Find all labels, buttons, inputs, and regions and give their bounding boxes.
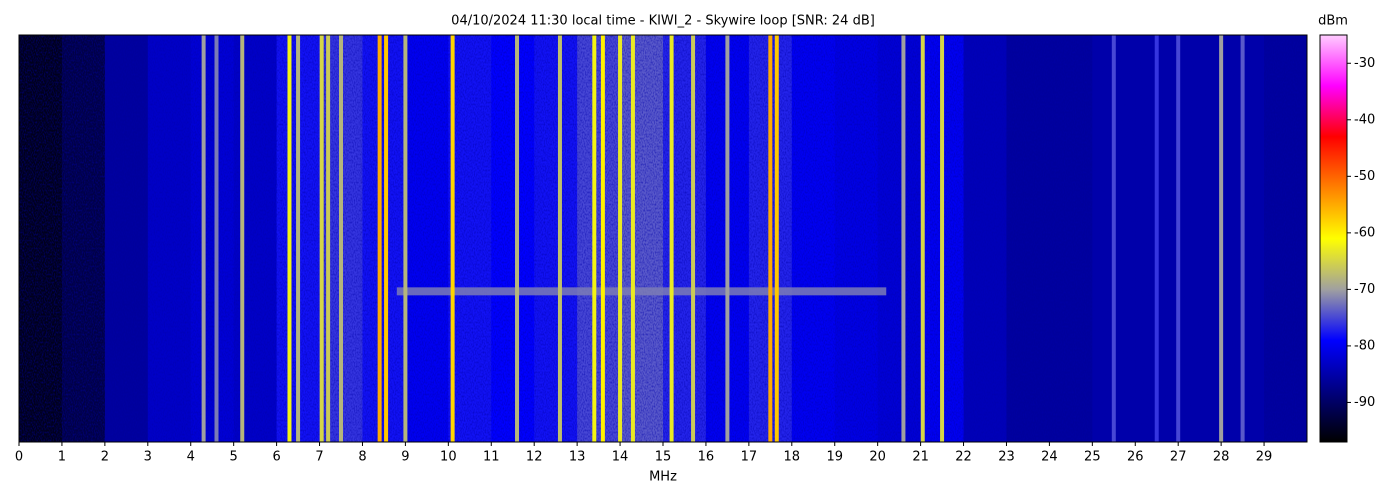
x-tick-label: 13 — [569, 450, 586, 465]
signal — [296, 35, 301, 442]
signal — [384, 35, 389, 442]
signal — [450, 35, 455, 442]
x-tick-label: 7 — [315, 450, 323, 465]
signal — [403, 35, 408, 442]
x-tick-label: 5 — [230, 450, 238, 465]
x-axis-label: MHz — [649, 470, 677, 485]
colorbar-label: dBm — [1318, 14, 1348, 29]
x-tick-label: 20 — [869, 450, 886, 465]
signal — [901, 35, 906, 442]
signal — [1154, 35, 1159, 442]
signal — [1111, 35, 1116, 442]
x-tick-label: 3 — [144, 450, 152, 465]
x-tick-label: 1 — [58, 450, 66, 465]
x-tick-label: 18 — [784, 450, 801, 465]
colorbar-tick-label: -60 — [1354, 225, 1375, 240]
x-tick-label: 4 — [187, 450, 195, 465]
signal — [618, 35, 623, 442]
signal — [630, 35, 635, 442]
x-tick-label: 0 — [15, 450, 23, 465]
signal — [1176, 35, 1181, 442]
x-tick-label: 21 — [912, 450, 929, 465]
x-tick-label: 6 — [272, 450, 280, 465]
signal — [691, 35, 696, 442]
signal — [940, 35, 945, 442]
signal — [600, 35, 605, 442]
x-tick-label: 27 — [1170, 450, 1187, 465]
x-tick-label: 24 — [1041, 450, 1058, 465]
x-tick-label: 10 — [440, 450, 457, 465]
signal — [557, 35, 562, 442]
signal — [326, 35, 331, 442]
signal — [774, 35, 779, 442]
plot-area — [19, 35, 1307, 442]
colorbar-tick-label: -30 — [1354, 56, 1375, 71]
signal — [669, 35, 674, 442]
x-tick-label: 29 — [1256, 450, 1273, 465]
x-tick-label: 11 — [483, 450, 500, 465]
x-tick-label: 23 — [998, 450, 1015, 465]
colorbar — [1319, 34, 1348, 443]
band — [396, 287, 887, 296]
signal — [377, 35, 382, 442]
x-tick-label: 8 — [358, 450, 366, 465]
x-tick-label: 15 — [655, 450, 672, 465]
x-tick-label: 12 — [526, 450, 543, 465]
x-tick-label: 17 — [741, 450, 758, 465]
colorbar-tick-label: -80 — [1354, 338, 1375, 353]
x-tick-label: 2 — [101, 450, 109, 465]
colorbar-tick-label: -70 — [1354, 282, 1375, 297]
signal — [1219, 35, 1224, 442]
x-tick-label: 25 — [1084, 450, 1101, 465]
signal — [920, 35, 925, 442]
x-tick-label: 19 — [826, 450, 843, 465]
signal — [201, 35, 206, 442]
signal — [214, 35, 219, 442]
colorbar-tick-label: -90 — [1354, 395, 1375, 410]
colorbar-tick-label: -50 — [1354, 169, 1375, 184]
signal — [768, 35, 773, 442]
texture — [19, 35, 1307, 442]
x-tick-label: 26 — [1127, 450, 1144, 465]
x-tick-label: 16 — [698, 450, 715, 465]
signal — [1240, 35, 1245, 442]
x-tick-label: 28 — [1213, 450, 1230, 465]
x-tick-label: 22 — [955, 450, 972, 465]
signal — [240, 35, 245, 442]
signal — [339, 35, 343, 442]
signal — [725, 35, 730, 442]
signal — [287, 35, 292, 442]
signal — [515, 35, 520, 442]
x-tick-label: 9 — [401, 450, 409, 465]
signal — [319, 35, 324, 442]
colorbar-tick-label: -40 — [1354, 112, 1375, 127]
x-tick-label: 14 — [612, 450, 629, 465]
signal — [592, 35, 597, 442]
chart-title: 04/10/2024 11:30 local time - KIWI_2 - S… — [451, 14, 875, 29]
